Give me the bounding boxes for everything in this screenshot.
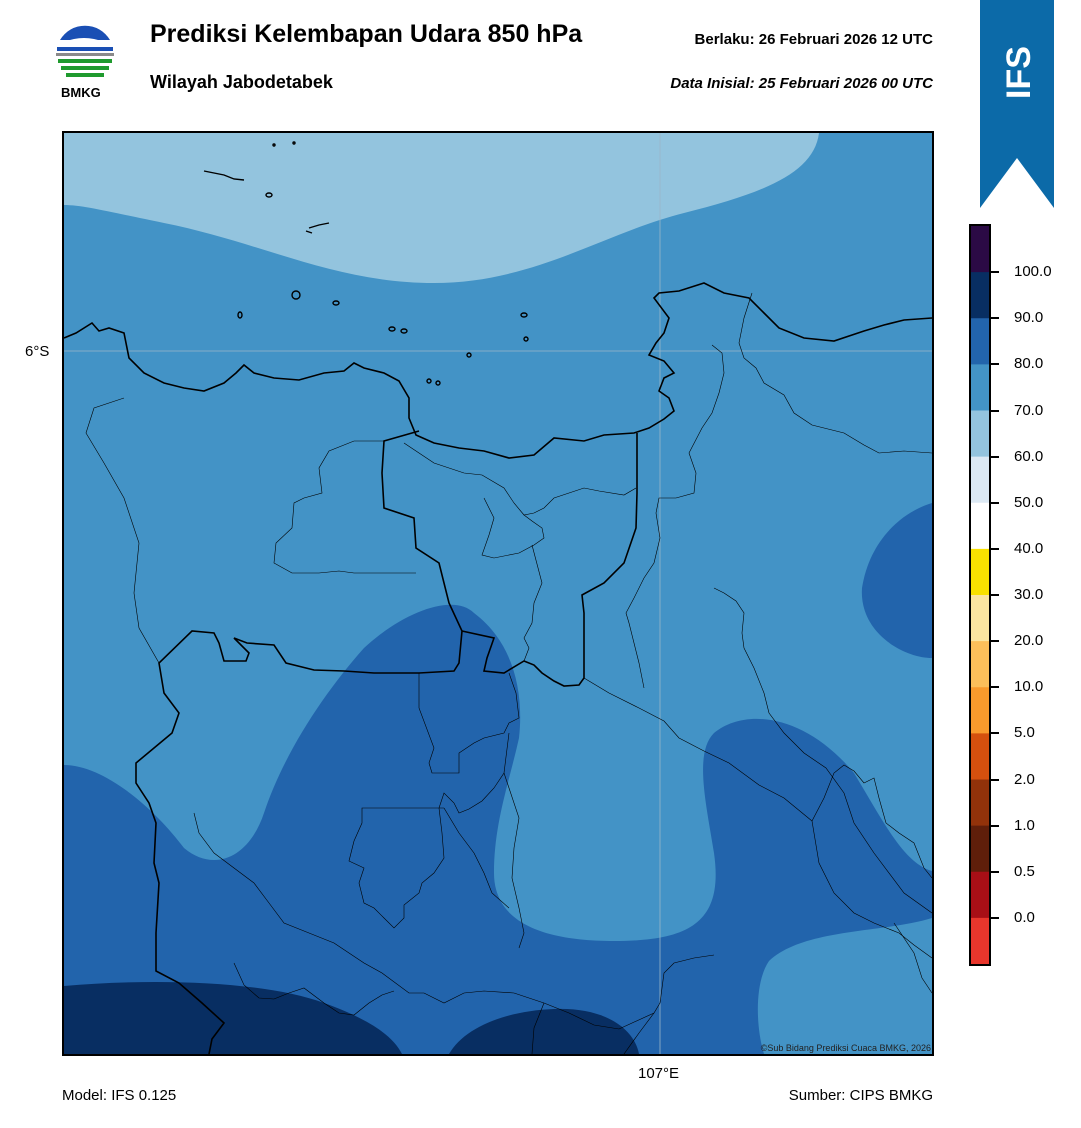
ifs-banner: IFS	[980, 0, 1054, 210]
colorbar-tick	[991, 778, 999, 781]
colorbar-segment	[971, 548, 989, 596]
colorbar-segment	[971, 733, 989, 781]
colorbar-tick	[991, 547, 999, 550]
colorbar-segment	[971, 687, 989, 734]
colorbar-svg	[971, 226, 989, 965]
rh-90-100-area-west	[64, 981, 402, 1054]
colorbar-segment	[971, 318, 989, 365]
colorbar-label: 2.0	[1014, 770, 1035, 788]
colorbar-segment	[971, 825, 989, 873]
colorbar-segment	[971, 779, 989, 827]
source-label: Sumber: CIPS BMKG	[788, 1087, 933, 1104]
colorbar-segment	[971, 226, 989, 273]
valid-time: Berlaku: 26 Februari 2026 12 UTC	[694, 31, 933, 48]
colorbar-tick	[991, 686, 999, 689]
colorbar-segment	[971, 917, 989, 965]
colorbar-segment	[971, 456, 989, 504]
rh-80-90-area-south	[64, 604, 932, 1054]
colorbar-tick	[991, 732, 999, 735]
colorbar-tick	[991, 916, 999, 919]
colorbar-tick	[991, 870, 999, 873]
colorbar-segment	[971, 595, 989, 642]
colorbar-tick	[991, 363, 999, 366]
map-svg	[64, 133, 932, 1054]
colorbar-label: 0.5	[1014, 862, 1035, 880]
colorbar-label: 30.0	[1014, 586, 1044, 603]
colorbar-label: 5.0	[1014, 724, 1035, 742]
init-time: Data Inisial: 25 Februari 2026 00 UTC	[670, 75, 933, 92]
ifs-banner-text: IFS	[1000, 46, 1038, 99]
thousand-islands	[203, 141, 529, 386]
rh-60-70-area	[64, 133, 819, 283]
colorbar-label: 1.0	[1014, 816, 1035, 834]
colorbar-label: 40.0	[1014, 539, 1044, 557]
colorbar-segment	[971, 871, 989, 919]
colorbar-segment	[971, 364, 989, 412]
colorbar-tick	[991, 824, 999, 827]
colorbar-label: 90.0	[1014, 309, 1044, 327]
colorbar-label: 60.0	[1014, 447, 1044, 465]
rh-80-90-area-east	[861, 503, 932, 658]
region-subtitle: Wilayah Jabodetabek	[150, 72, 333, 92]
colorbar-label: 50.0	[1014, 493, 1044, 511]
colorbar-tick	[991, 501, 999, 504]
humidity-map	[62, 131, 934, 1056]
colorbar-label: 20.0	[1014, 632, 1044, 650]
model-label: Model: IFS 0.125	[62, 1087, 177, 1104]
colorbar-segment	[971, 410, 989, 458]
rh-70-80-area-southeast	[757, 918, 932, 1054]
coastline	[64, 282, 932, 459]
colorbar-tick	[991, 271, 999, 274]
colorbar-label: 100.0	[1014, 263, 1052, 281]
rh-90-100-area-south	[449, 1008, 639, 1054]
regency-borders	[85, 292, 932, 1054]
copyright-note: ©Sub Bidang Prediksi Cuaca BMKG, 2026	[760, 1043, 931, 1053]
colorbar-segment	[971, 641, 989, 688]
colorbar-label: 10.0	[1014, 678, 1044, 696]
chart-title: Prediksi Kelembapan Udara 850 hPa	[150, 20, 583, 48]
colorbar-tick	[991, 317, 999, 320]
colorbar-tick	[991, 455, 999, 458]
colorbar-segment	[971, 502, 989, 550]
colorbar-label: 80.0	[1014, 355, 1044, 373]
lat-tick-label: 6°S	[25, 343, 50, 360]
colorbar-label: 70.0	[1014, 401, 1044, 419]
colorbar-segment	[971, 272, 989, 319]
colorbar-tick	[991, 594, 999, 596]
colorbar-tick	[991, 640, 999, 643]
colorbar-tick	[991, 409, 999, 412]
colorbar-label: 0.0	[1014, 908, 1035, 926]
bmkg-logo	[54, 20, 116, 84]
lon-tick-label: 107°E	[638, 1065, 680, 1082]
province-borders	[135, 430, 638, 1054]
colorbar	[969, 224, 991, 966]
logo-text: BMKG	[61, 85, 101, 100]
